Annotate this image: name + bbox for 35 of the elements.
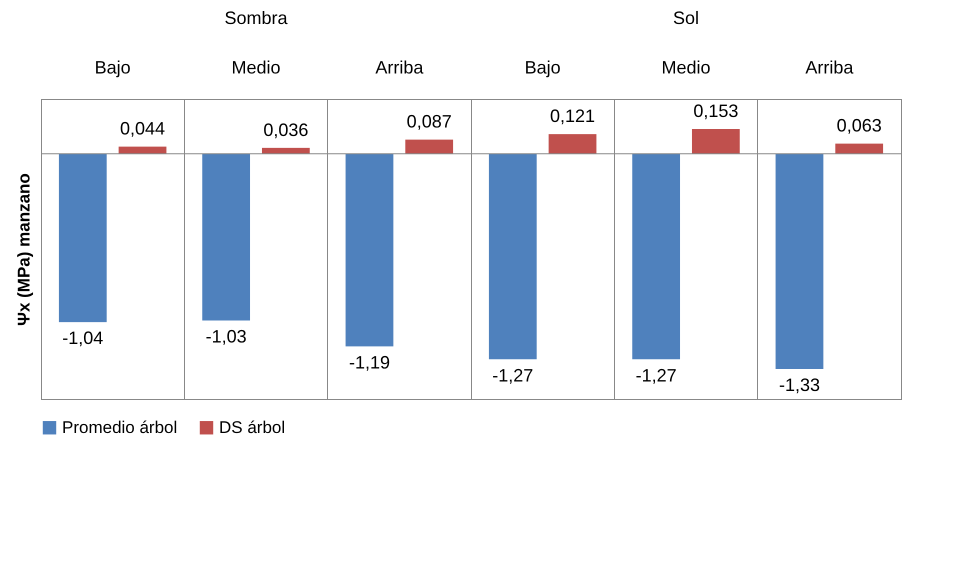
data-label: 0,063 [836, 116, 882, 136]
data-label: -1,27 [636, 365, 677, 386]
data-label: 0,044 [120, 118, 166, 139]
bar [405, 140, 454, 154]
legend-label: Promedio árbol [62, 418, 178, 437]
bar [692, 129, 740, 154]
data-label: -1,04 [62, 328, 104, 348]
data-label: 0,087 [406, 112, 452, 132]
bar [202, 154, 250, 320]
x-tick-label: Medio [231, 58, 281, 78]
data-label: 0,121 [550, 106, 596, 126]
bar [776, 154, 824, 369]
legend-label: DS árbol [219, 418, 286, 437]
data-label: 0,153 [693, 101, 738, 121]
bar [548, 134, 596, 154]
data-label: -1,27 [492, 365, 534, 386]
bar [632, 154, 680, 360]
x-tick-label: Bajo [94, 58, 131, 78]
bar [58, 154, 107, 322]
bar [262, 148, 310, 154]
data-label: -1,03 [206, 326, 247, 346]
bar [346, 154, 394, 346]
y-axis-title: Ψx (MPa) manzano [14, 173, 34, 326]
x-tick-label: Arriba [375, 58, 424, 78]
x-tick-label: Bajo [524, 58, 561, 78]
bar [835, 144, 884, 154]
bar [488, 154, 537, 360]
bar [118, 146, 166, 154]
data-label: 0,036 [263, 120, 308, 140]
x-tick-label: Medio [661, 58, 711, 78]
x-tick-label: Arriba [805, 58, 854, 78]
data-label: -1,33 [778, 375, 820, 395]
text: Sombra [224, 8, 288, 28]
data-label: -1,19 [348, 352, 390, 372]
text: Sol [672, 8, 700, 28]
